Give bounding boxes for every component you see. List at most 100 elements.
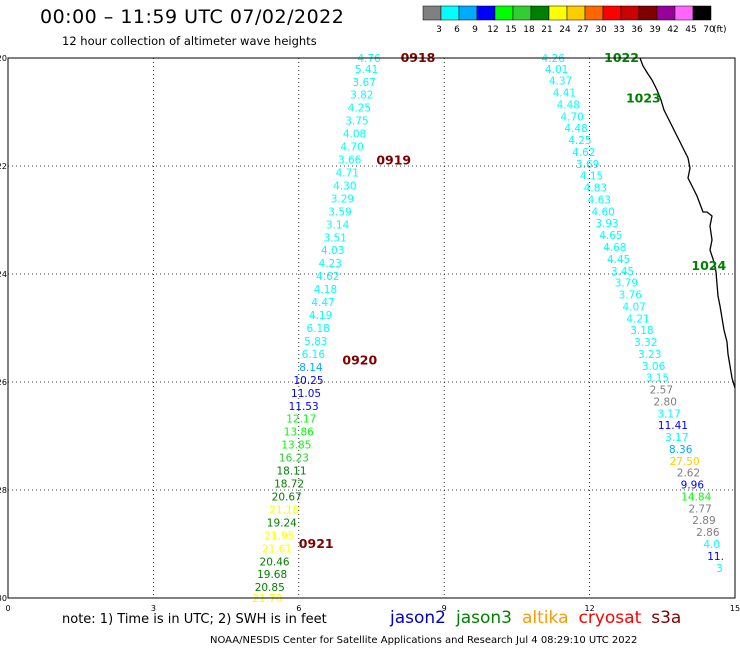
wave-height-value: 4.62: [572, 147, 595, 159]
wave-height-value: 8.14: [299, 362, 323, 374]
wave-height-value: 20.85: [255, 582, 285, 594]
legend-unit: (ft): [713, 25, 727, 35]
x-tick-label: 9: [442, 604, 447, 613]
wave-height-value: 3.59: [328, 206, 351, 218]
legend-swatch: [620, 5, 640, 21]
wave-height-value: 4.70: [560, 111, 583, 123]
wave-height-value: 4.30: [333, 180, 356, 192]
wave-height-value: 4.15: [580, 171, 603, 183]
wave-height-value: 3.66: [338, 155, 362, 167]
wave-height-value: 3.14: [326, 219, 350, 231]
map-grid: [8, 58, 735, 598]
track-time-label: 0919: [376, 153, 411, 168]
wave-height-value: 21.61: [262, 543, 292, 555]
wave-height-value: 21.95: [264, 530, 294, 542]
x-tick-label: 15: [730, 604, 740, 613]
wave-height-value: 3.17: [657, 408, 680, 420]
wave-height-value: 5.41: [355, 64, 378, 76]
track-time-label: 0920: [342, 352, 377, 367]
wave-height-value: 18.11: [276, 466, 306, 478]
legend-swatch: [476, 5, 496, 21]
wave-height-value: 19.24: [267, 517, 297, 529]
credit-line: NOAA/NESDIS Center for Satellite Applica…: [210, 635, 638, 646]
wave-height-value: 11.53: [289, 401, 319, 413]
legend-swatch: [422, 5, 442, 21]
wave-height-value: 10.25: [293, 375, 323, 387]
wave-height-value: 14.84: [681, 491, 711, 503]
satellite-name: cryosat: [578, 608, 642, 628]
legend-swatch: [440, 5, 460, 21]
wave-height-value: 27.50: [670, 456, 700, 468]
wave-height-value: 4.45: [607, 254, 630, 266]
y-tick-label: -30: [0, 594, 7, 603]
legend-label: 39: [649, 25, 661, 35]
wave-height-value: 4.25: [568, 135, 591, 147]
legend-label: 30: [595, 25, 607, 35]
track-time-label: 1024: [691, 258, 726, 273]
coastline: [639, 57, 736, 389]
legend-swatch: [494, 5, 514, 21]
wave-height-value: 2.80: [654, 396, 677, 408]
wave-height-value: 4.65: [599, 230, 622, 242]
wave-height-value: 4.03: [321, 245, 344, 257]
legend-label: 3: [436, 25, 442, 35]
wave-height-value: 4.26: [542, 53, 566, 65]
wave-height-value: 3.69: [576, 159, 599, 171]
legend-label: 18: [523, 25, 535, 35]
color-legend: 3 6 9 12 15 18 21 24 27 30 33 36 39 42 45 70(ft): [422, 5, 727, 35]
wave-height-value: 4.08: [343, 129, 366, 141]
wave-height-value: 4.63: [588, 194, 611, 206]
legend-label: 42: [667, 25, 678, 35]
map-frame: [7, 57, 736, 599]
wave-height-value: 4.48: [564, 123, 587, 135]
wave-height-value: 3.29: [331, 193, 354, 205]
wave-height-value: 16.23: [279, 453, 309, 465]
wave-height-value: 3.06: [642, 361, 666, 373]
satellite-name: jason2: [390, 608, 446, 628]
wave-height-value: 2.86: [696, 527, 720, 539]
wave-height-value: 3.51: [323, 232, 346, 244]
wave-height-value: 4.48: [557, 99, 580, 111]
wave-height-value: 4.60: [591, 206, 614, 218]
satellite-name: altika: [522, 608, 569, 628]
wave-height-value: 3.15: [646, 373, 669, 385]
legend-swatch: [512, 5, 532, 21]
wave-height-value: 3.18: [630, 325, 653, 337]
map-title: 00:00 – 11:59 UTC 07/02/2022: [40, 6, 345, 28]
wave-height-value: 4.76: [357, 53, 381, 65]
y-tick-label: -28: [0, 486, 7, 495]
legend-label: 36: [631, 25, 643, 35]
wave-height-value: 4.47: [311, 297, 334, 309]
wave-height-value: 12.17: [286, 414, 316, 426]
wave-height-value: 4.83: [584, 183, 607, 195]
footnote: note: 1) Time is in UTC; 2) SWH is in fe…: [62, 612, 327, 627]
y-tick-label: -26: [0, 378, 7, 387]
legend-label: 12: [487, 25, 498, 35]
legend-swatch: [548, 5, 568, 21]
legend-label: 21: [541, 25, 552, 35]
legend-label: 70: [703, 25, 715, 35]
x-tick-label: 6: [296, 604, 301, 613]
wave-height-value: 19.68: [257, 569, 287, 581]
legend-label: 33: [613, 25, 624, 35]
legend-swatch: [530, 5, 550, 21]
wave-height-value: 6.18: [306, 323, 329, 335]
wave-height-value: 4.71: [336, 167, 359, 179]
wave-height-value: 3.75: [345, 116, 368, 128]
wave-height-value: 4.25: [348, 103, 371, 115]
wave-height-value: 4.37: [549, 76, 572, 88]
legend-label: 45: [685, 25, 696, 35]
map-axes: 0 3 6 9 12 15 -20 -22 -24 -26 -28 -30: [0, 54, 740, 613]
wave-height-value: 5.83: [304, 336, 327, 348]
wave-height-value: 4.01: [545, 64, 568, 76]
legend-swatch: [674, 5, 694, 21]
wave-height-value: 2.89: [692, 515, 715, 527]
satellite-key: jason2 jason3 altika cryosat s3a: [390, 608, 691, 628]
satellite-name: s3a: [651, 608, 682, 628]
wave-height-value: 20.67: [272, 491, 302, 503]
legend-label: 27: [577, 25, 588, 35]
wave-height-value: 2.77: [688, 503, 711, 515]
legend-swatch: [584, 5, 604, 21]
wave-height-value: 6.16: [302, 349, 326, 361]
